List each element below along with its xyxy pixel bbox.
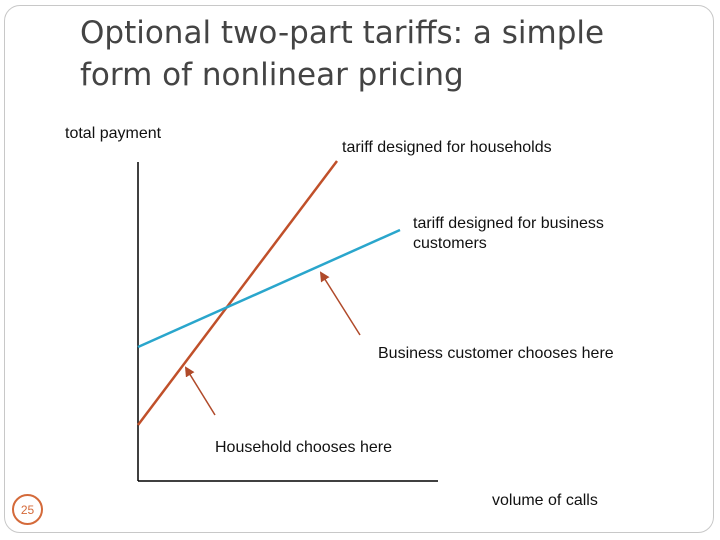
y-axis-label: total payment — [65, 125, 162, 142]
business-choice-arrow — [319, 271, 361, 336]
household-tariff-label: tariff designed for households — [342, 139, 552, 156]
household-choice-arrow — [184, 366, 216, 416]
household-choice-label: Household chooses here — [215, 439, 393, 456]
slide-title-line-2: form of nonlinear pricing — [80, 57, 464, 93]
household-tariff-line — [137, 160, 338, 426]
x-axis-label: volume of calls — [492, 492, 598, 509]
business-tariff-line — [137, 228, 401, 349]
business-tariff-label: tariff designed for business customers — [413, 214, 604, 254]
page-number-badge: 25 — [12, 494, 43, 525]
business-tariff-label-line-1: tariff designed for business — [413, 215, 604, 232]
slide-frame — [4, 5, 714, 533]
slide-title: Optional two-part tariffs: a simple form… — [80, 12, 680, 96]
business-tariff-label-line-2: customers — [413, 235, 487, 252]
page-number: 25 — [20, 502, 35, 517]
business-choice-label: Business customer chooses here — [378, 345, 614, 362]
slide-title-line-1: Optional two-part tariffs: a simple — [80, 15, 605, 51]
